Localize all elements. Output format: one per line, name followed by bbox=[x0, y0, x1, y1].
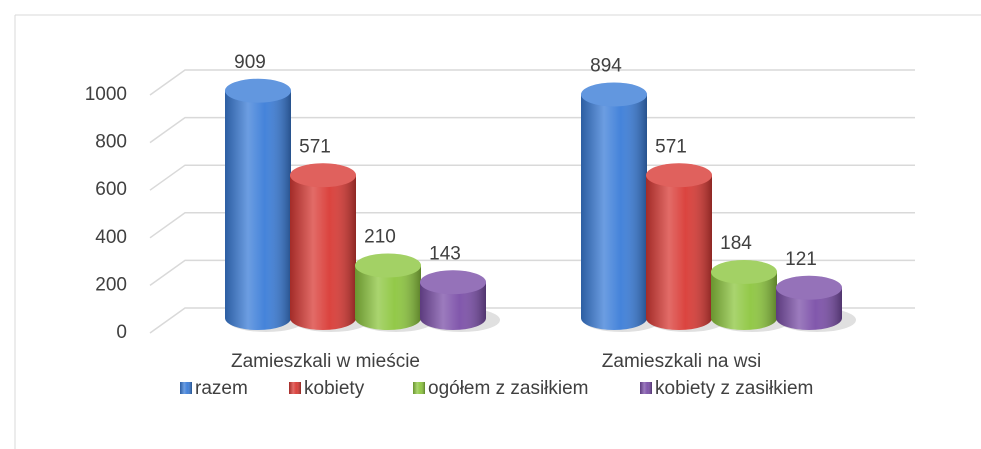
y-tick-label: 0 bbox=[116, 322, 127, 343]
bar-shading bbox=[581, 94, 647, 330]
legend-label: razem bbox=[195, 378, 248, 399]
data-label: 210 bbox=[364, 227, 396, 248]
bar-top-highlight bbox=[581, 82, 647, 107]
bar-top bbox=[581, 82, 647, 107]
bar bbox=[776, 275, 842, 330]
bar bbox=[420, 270, 486, 330]
bar bbox=[355, 253, 421, 330]
bar-top-highlight bbox=[420, 270, 486, 295]
bar-top bbox=[776, 275, 842, 300]
data-label: 143 bbox=[429, 243, 461, 264]
bar bbox=[581, 82, 647, 330]
bar-top-highlight bbox=[646, 163, 712, 188]
bar bbox=[646, 163, 712, 330]
grid-line bbox=[149, 116, 915, 144]
bar-top-highlight bbox=[776, 275, 842, 300]
bar-top bbox=[290, 163, 356, 188]
bar-shading bbox=[290, 175, 356, 330]
bar bbox=[290, 163, 356, 330]
data-label: 894 bbox=[590, 56, 622, 77]
legend-swatch-shade bbox=[413, 382, 425, 394]
bar bbox=[711, 260, 777, 330]
bar-shading bbox=[355, 265, 421, 330]
bar-shading bbox=[225, 90, 291, 330]
y-tick-label: 400 bbox=[95, 227, 127, 248]
bar-shading bbox=[646, 175, 712, 330]
y-tick-label: 800 bbox=[95, 132, 127, 153]
bar-top-highlight bbox=[355, 253, 421, 278]
legend-label: kobiety z zasiłkiem bbox=[655, 378, 813, 399]
data-label: 571 bbox=[299, 136, 331, 157]
data-label: 184 bbox=[720, 233, 752, 254]
bar-top bbox=[225, 78, 291, 103]
bar-shading bbox=[420, 282, 486, 330]
legend-swatch-shade bbox=[289, 382, 301, 394]
legend-swatch-shade bbox=[640, 382, 652, 394]
y-tick-label: 200 bbox=[95, 274, 127, 295]
bar-top bbox=[711, 260, 777, 284]
bar-shading bbox=[711, 272, 777, 330]
bar-top-highlight bbox=[290, 163, 356, 188]
legend-label: ogółem z zasiłkiem bbox=[428, 378, 589, 399]
bar-top bbox=[355, 253, 421, 278]
bar-top-highlight bbox=[225, 78, 291, 103]
data-label: 909 bbox=[234, 52, 266, 73]
y-tick-label: 1000 bbox=[85, 84, 127, 105]
x-tick-label: Zamieszkali na wsi bbox=[602, 351, 761, 372]
data-label: 571 bbox=[655, 136, 687, 157]
x-tick-label: Zamieszkali w mieście bbox=[231, 351, 420, 372]
legend-label: kobiety bbox=[304, 378, 365, 399]
bar-top-highlight bbox=[711, 260, 777, 284]
bar-shading bbox=[776, 287, 842, 330]
y-tick-label: 600 bbox=[95, 179, 127, 200]
bar-top bbox=[646, 163, 712, 188]
data-label: 121 bbox=[785, 249, 817, 270]
bar bbox=[225, 78, 291, 330]
bar-top bbox=[420, 270, 486, 295]
grid-line bbox=[149, 69, 915, 96]
legend-swatch-shade bbox=[180, 382, 192, 394]
